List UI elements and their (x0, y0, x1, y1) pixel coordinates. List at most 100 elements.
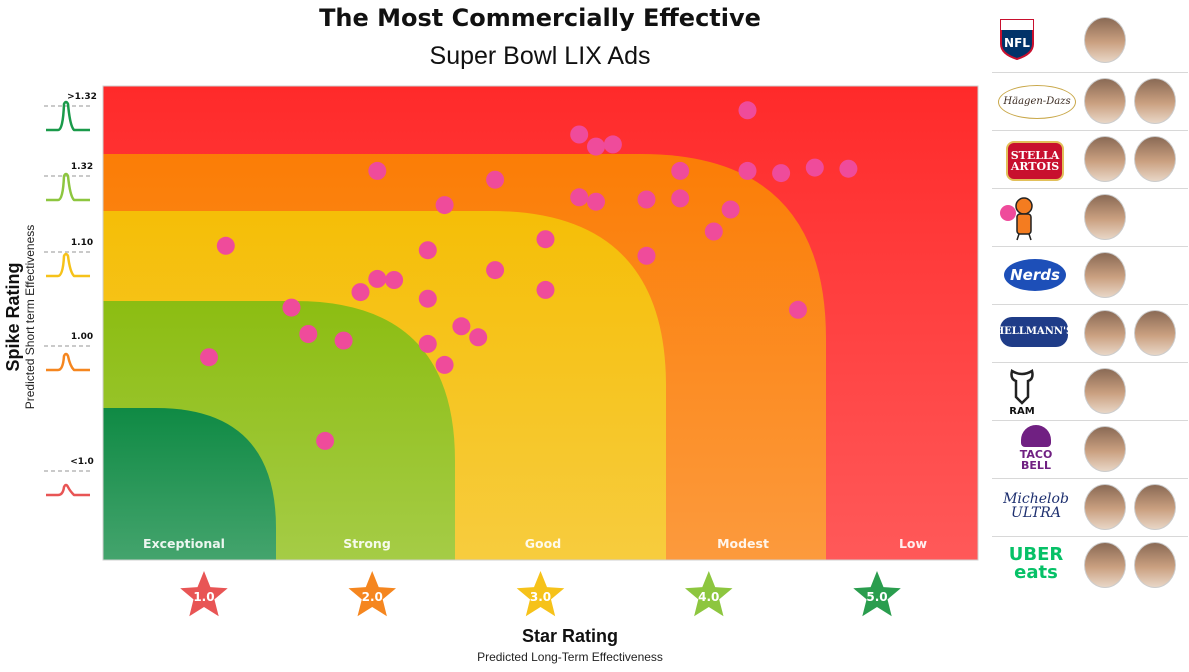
plot-border (102, 85, 979, 561)
data-point (570, 125, 589, 144)
stella-artois-logo: STELLA ARTOIS (1006, 141, 1064, 181)
data-point (839, 159, 858, 178)
data-point (299, 325, 318, 343)
data-point (200, 348, 218, 367)
avatar (1084, 78, 1126, 124)
data-point (704, 222, 723, 241)
data-point (671, 189, 690, 208)
little-caesars-logo (998, 193, 1074, 241)
avatar (1084, 136, 1126, 182)
star-tick-label: 2.0 (362, 590, 383, 604)
data-point (385, 271, 404, 289)
nerds-logo: Nerds (1004, 259, 1066, 291)
spike-rating-icon (46, 352, 90, 372)
svg-text:NFL: NFL (1004, 36, 1030, 50)
data-point (435, 196, 454, 215)
uber-eats-logo: UBER eats (1008, 544, 1064, 583)
x-axis-sublabel: Predicted Long-Term Effectiveness (477, 650, 663, 664)
star-tick-label: 4.0 (698, 590, 719, 604)
avatar (1134, 542, 1176, 588)
star-tick-label: 3.0 (530, 590, 551, 604)
data-point (536, 280, 555, 299)
data-point (721, 200, 740, 219)
spike-tick-label: 1.10 (71, 238, 93, 248)
data-point (738, 161, 757, 180)
avatar (1084, 17, 1126, 63)
data-point (282, 298, 301, 317)
avatar (1134, 310, 1176, 356)
spike-tick-label: >1.32 (67, 92, 97, 102)
plot-area (103, 86, 978, 560)
data-point (351, 283, 370, 302)
y-axis-label-block: Spike Rating Predicted Short term Effect… (3, 147, 37, 487)
brand-row-hellmanns: HELLMANN'S (992, 305, 1188, 363)
data-point (486, 170, 505, 189)
star-tick-label: 1.0 (193, 590, 214, 604)
spike-rating-icon (46, 172, 90, 202)
brand-panel: NFL Häagen-Dazs STELLA ARTOIS Nerds HELL… (992, 12, 1188, 594)
data-point (316, 431, 335, 450)
star-rating-icon (180, 571, 228, 617)
haagen-dazs-logo: Häagen-Dazs (998, 85, 1076, 119)
brand-row-haagen-dazs: Häagen-Dazs (992, 73, 1188, 131)
data-point (603, 135, 622, 154)
data-point (418, 289, 437, 308)
brand-row-michelob-ultra: Michelob ULTRA (992, 479, 1188, 537)
data-point (418, 334, 437, 353)
brand-row-ram: RAM (992, 363, 1188, 421)
avatar (1084, 310, 1126, 356)
chart-title: The Most Commercially Effective (319, 4, 761, 32)
data-point (587, 192, 605, 211)
michelob-ultra-logo: Michelob ULTRA (1003, 491, 1069, 521)
spike-tick-label: 1.32 (71, 162, 93, 172)
avatar (1084, 368, 1126, 414)
spike-rating-icon (46, 100, 90, 132)
spike-tick-label: 1.00 (71, 332, 93, 342)
avatar (1134, 78, 1176, 124)
zone-label: Exceptional (143, 536, 225, 551)
avatar (1134, 484, 1176, 530)
avatar (1084, 194, 1126, 240)
data-point (435, 355, 454, 374)
brand-row-nerds: Nerds (992, 247, 1188, 305)
zone-label: Strong (343, 536, 391, 551)
brand-row-taco-bell: TACO BELL (992, 421, 1188, 479)
star-rating-icon (853, 571, 901, 617)
brand-row-nfl: NFL (992, 12, 1188, 73)
data-point (570, 188, 589, 207)
data-point (368, 161, 387, 180)
x-axis-label: Star Rating (521, 626, 618, 646)
data-point (587, 137, 605, 156)
hellmanns-logo: HELLMANN'S (995, 317, 1073, 347)
avatar (1084, 252, 1126, 298)
avatar (1134, 136, 1176, 182)
avatar (1084, 426, 1126, 472)
star-rating-icon (516, 571, 565, 617)
svg-text:RAM: RAM (1009, 406, 1034, 415)
data-point (637, 190, 656, 209)
brand-row-little-caesars (992, 189, 1188, 247)
data-point (789, 300, 807, 319)
data-point (368, 269, 387, 288)
y-axis-sublabel: Predicted Short term Effectiveness (23, 224, 37, 410)
star-tick-label: 5.0 (866, 590, 887, 604)
nfl-logo: NFL (998, 16, 1074, 62)
data-point (738, 101, 757, 120)
chart-svg: Low Modest Good Strong Exceptional 1.0 2.0 3.0 4… (44, 85, 979, 617)
data-point (637, 246, 656, 265)
data-point (671, 161, 690, 180)
data-point (452, 317, 471, 336)
brand-row-uber-eats: UBER eats (992, 537, 1188, 594)
data-point (536, 230, 555, 249)
y-axis-label: Spike Rating (3, 262, 23, 372)
data-point (805, 158, 824, 177)
data-point (772, 164, 791, 183)
avatar (1084, 484, 1126, 530)
spike-rating-icon (46, 252, 90, 278)
zone-label: Low (899, 536, 928, 551)
zone-label: Good (525, 536, 561, 551)
taco-bell-logo: TACO BELL (1006, 425, 1066, 471)
zone-exceptional (103, 408, 276, 560)
avatar (1084, 542, 1126, 588)
data-point (469, 328, 488, 347)
